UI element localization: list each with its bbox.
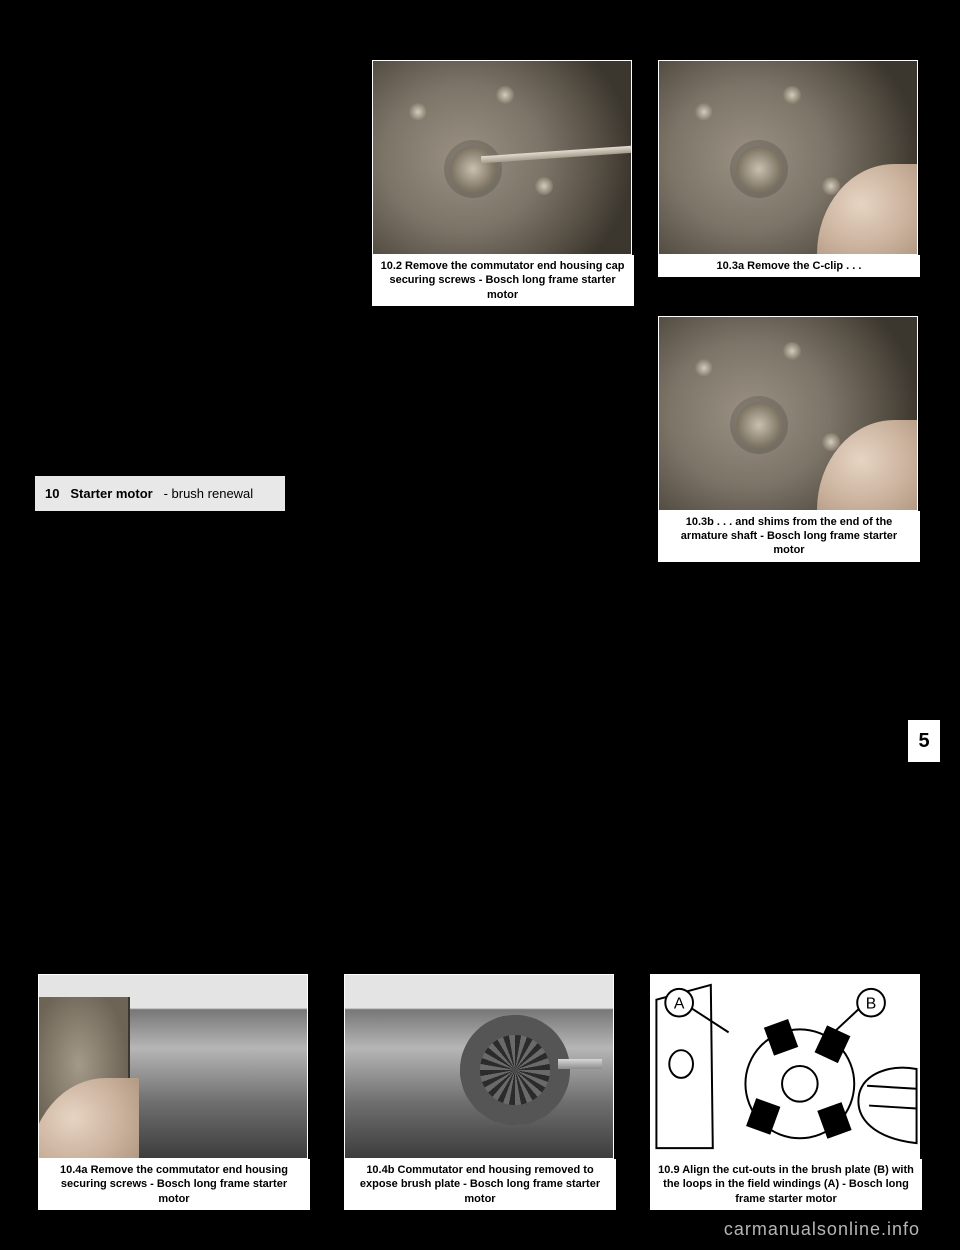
figure-10-2-image (372, 60, 632, 255)
figure-10-9-caption: 10.9 Align the cut-outs in the brush pla… (650, 1159, 922, 1210)
figure-10-4b-image (344, 974, 614, 1159)
figure-10-3b-caption: 10.3b . . . and shims from the end of th… (658, 511, 920, 562)
figure-10-4b: 10.4b Commutator end housing removed to … (344, 974, 616, 1210)
watermark: carmanualsonline.info (724, 1219, 920, 1240)
figure-10-9: A B 10.9 Align the cut-outs in the brush… (650, 974, 922, 1210)
section-title: Starter motor (70, 486, 152, 501)
section-number: 10 (45, 486, 59, 501)
figure-10-4a: 10.4a Remove the commutator end housing … (38, 974, 310, 1210)
figure-10-9-image: A B (650, 974, 920, 1159)
figure-10-2: 10.2 Remove the commutator end housing c… (372, 60, 634, 306)
figure-10-2-caption: 10.2 Remove the commutator end housing c… (372, 255, 634, 306)
figure-10-4a-caption: 10.4a Remove the commutator end housing … (38, 1159, 310, 1210)
mid-row: 10 Starter motor - brush renewal 10.3b .… (30, 306, 930, 562)
figure-10-4b-caption: 10.4b Commutator end housing removed to … (344, 1159, 616, 1210)
figure-10-3a: 10.3a Remove the C-clip . . . (658, 60, 920, 277)
page: 10.2 Remove the commutator end housing c… (30, 60, 930, 1210)
figure-10-3b: 10.3b . . . and shims from the end of th… (658, 316, 920, 562)
figure-10-3a-caption: 10.3a Remove the C-clip . . . (658, 255, 920, 277)
top-figure-row: 10.2 Remove the commutator end housing c… (30, 60, 920, 306)
section-subtitle: - brush renewal (164, 486, 254, 501)
svg-text:A: A (674, 996, 685, 1013)
svg-text:B: B (866, 996, 877, 1013)
figure-10-3a-image (658, 60, 918, 255)
page-tab: 5 (908, 720, 940, 762)
section-heading: 10 Starter motor - brush renewal (35, 476, 285, 511)
figure-10-3b-image (658, 316, 918, 511)
bottom-figure-row: 10.4a Remove the commutator end housing … (30, 974, 930, 1210)
figure-10-4a-image (38, 974, 308, 1159)
